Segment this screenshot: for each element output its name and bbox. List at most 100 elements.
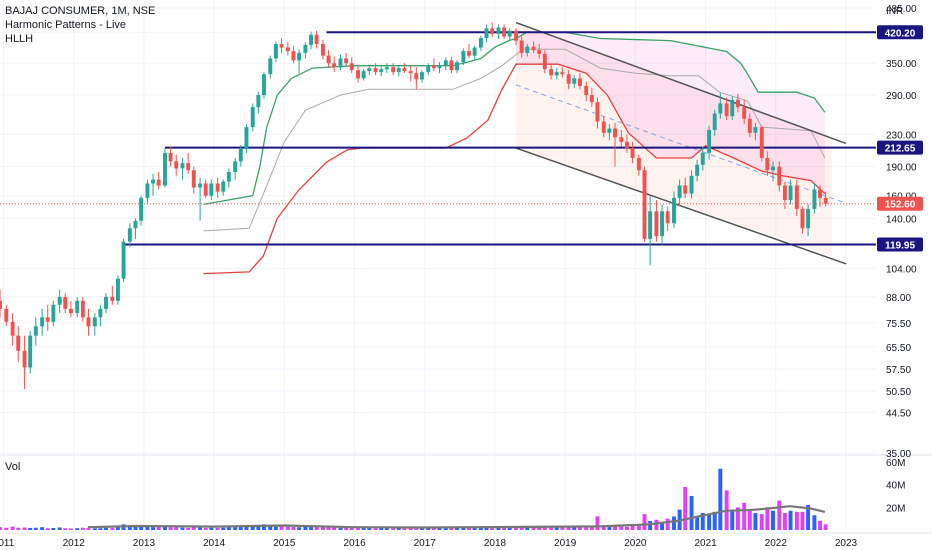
candle-body[interactable] — [584, 85, 589, 96]
candle-body[interactable] — [636, 157, 641, 171]
candle-body[interactable] — [683, 185, 688, 194]
volume-pane-label[interactable]: Vol — [5, 461, 21, 473]
volume-bar[interactable] — [402, 527, 407, 530]
volume-bar[interactable] — [145, 526, 150, 530]
candle-body[interactable] — [297, 52, 302, 61]
candle-body[interactable] — [724, 103, 729, 117]
volume-bar[interactable] — [818, 520, 822, 530]
volume-bar[interactable] — [133, 526, 138, 530]
volume-bar[interactable] — [519, 526, 524, 530]
volume-bar[interactable] — [514, 526, 518, 530]
channel-upper-line[interactable] — [515, 21, 847, 145]
candle-body[interactable] — [361, 71, 366, 79]
volume-bar[interactable] — [338, 527, 343, 530]
candle-body[interactable] — [10, 321, 15, 336]
candle-body[interactable] — [537, 50, 542, 54]
candle-body[interactable] — [40, 317, 45, 327]
volume-bar[interactable] — [735, 507, 740, 530]
candle-body[interactable] — [496, 27, 501, 34]
volume-bar[interactable] — [577, 526, 582, 530]
volume-bar[interactable] — [414, 528, 419, 530]
candle-body[interactable] — [256, 95, 261, 108]
volume-bar[interactable] — [461, 527, 466, 530]
volume-bar[interactable] — [303, 526, 308, 530]
volume-bar[interactable] — [244, 526, 249, 530]
candle-body[interactable] — [45, 317, 50, 322]
volume-bar[interactable] — [344, 527, 349, 530]
candle-body[interactable] — [133, 220, 138, 229]
volume-bar[interactable] — [507, 526, 512, 530]
candle-body[interactable] — [414, 73, 419, 80]
volume-bar[interactable] — [689, 496, 694, 530]
volume-bar[interactable] — [484, 526, 489, 530]
volume-bar[interactable] — [326, 527, 331, 530]
volume-bar[interactable] — [443, 527, 448, 530]
volume-bar[interactable] — [127, 526, 132, 530]
candle-body[interactable] — [595, 102, 600, 122]
candle-body[interactable] — [619, 137, 624, 142]
candle-body[interactable] — [139, 197, 144, 221]
candle-body[interactable] — [402, 68, 407, 72]
candle-body[interactable] — [707, 129, 712, 153]
candle-body[interactable] — [437, 65, 442, 69]
candle-body[interactable] — [250, 107, 255, 128]
volume-bar[interactable] — [63, 528, 68, 530]
candle-body[interactable] — [777, 166, 782, 186]
volume-bar[interactable] — [753, 513, 758, 530]
volume-bar[interactable] — [455, 527, 460, 530]
volume-bar[interactable] — [28, 527, 33, 530]
candle-body[interactable] — [86, 317, 91, 327]
candle-body[interactable] — [542, 53, 547, 70]
volume-bar[interactable] — [683, 486, 688, 530]
volume-bar[interactable] — [771, 510, 775, 530]
candle-body[interactable] — [291, 51, 296, 61]
candle-body[interactable] — [198, 183, 203, 188]
volume-bar[interactable] — [396, 528, 401, 530]
volume-bar[interactable] — [168, 527, 173, 530]
candle-body[interactable] — [718, 103, 723, 114]
candle-body[interactable] — [478, 38, 483, 48]
volume-bar[interactable] — [33, 527, 38, 530]
volume-bar[interactable] — [163, 526, 167, 530]
candle-body[interactable] — [367, 68, 372, 72]
candle-body[interactable] — [356, 70, 361, 79]
volume-bar[interactable] — [57, 527, 62, 530]
volume-bar[interactable] — [449, 527, 454, 530]
candle-body[interactable] — [818, 189, 822, 198]
candle-body[interactable] — [806, 208, 811, 229]
volume-bar[interactable] — [431, 528, 436, 530]
candle-body[interactable] — [607, 128, 612, 133]
candle-body[interactable] — [502, 27, 507, 37]
candle-body[interactable] — [759, 127, 764, 158]
candle-body[interactable] — [765, 157, 770, 171]
candle-body[interactable] — [677, 185, 682, 198]
volume-bar[interactable] — [314, 527, 319, 530]
candle-body[interactable] — [332, 63, 337, 68]
volume-bar[interactable] — [584, 526, 589, 530]
candle-body[interactable] — [4, 308, 9, 322]
volume-bar[interactable] — [672, 516, 676, 530]
candle-body[interactable] — [782, 185, 787, 201]
volume-bar[interactable] — [806, 505, 811, 530]
volume-bar[interactable] — [566, 527, 571, 530]
volume-bar[interactable] — [174, 527, 179, 530]
volume-bar[interactable] — [636, 524, 641, 530]
candle-body[interactable] — [92, 317, 97, 327]
candle-body[interactable] — [800, 208, 805, 229]
volume-bar[interactable] — [496, 526, 501, 530]
volume-bar[interactable] — [349, 527, 354, 530]
volume-bar[interactable] — [467, 527, 471, 530]
volume-bar[interactable] — [273, 525, 278, 530]
volume-bar[interactable] — [361, 527, 366, 530]
volume-bar[interactable] — [291, 527, 296, 530]
volume-bar[interactable] — [51, 527, 56, 530]
candle-body[interactable] — [672, 197, 676, 224]
volume-bar[interactable] — [203, 527, 208, 530]
volume-bar[interactable] — [759, 514, 764, 530]
candle-body[interactable] — [238, 148, 243, 162]
volume-bar[interactable] — [22, 527, 27, 530]
candle-body[interactable] — [455, 62, 460, 71]
volume-bar[interactable] — [98, 528, 103, 530]
candle-body[interactable] — [320, 44, 325, 56]
candle-body[interactable] — [467, 51, 471, 56]
